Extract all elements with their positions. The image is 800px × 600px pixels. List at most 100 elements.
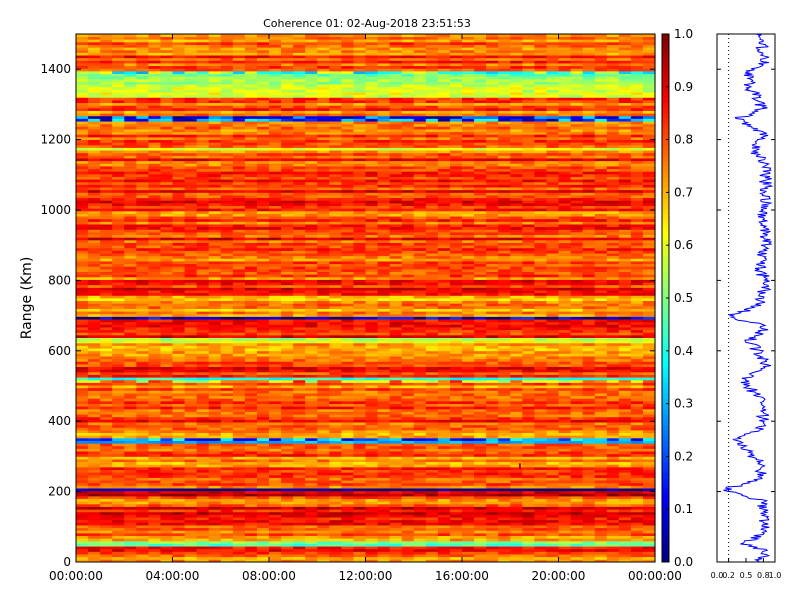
heatmap-cell — [401, 496, 415, 500]
heatmap-cell — [437, 474, 451, 478]
heatmap-cell — [196, 364, 210, 368]
heatmap-cell — [486, 440, 499, 444]
heatmap-cell — [160, 530, 174, 534]
heatmap-cell — [389, 535, 403, 539]
heatmap-cell — [160, 440, 174, 444]
heatmap-cell — [220, 287, 234, 291]
heatmap-cell — [172, 358, 186, 362]
heatmap-cell — [148, 382, 162, 386]
heatmap-cell — [642, 327, 656, 331]
heatmap-cell — [630, 358, 644, 362]
heatmap-cell — [546, 387, 560, 391]
heatmap-cell — [401, 287, 415, 291]
heatmap-cell — [341, 319, 355, 323]
heatmap-cell — [124, 324, 137, 328]
heatmap-cell — [570, 382, 584, 386]
heatmap-cell — [558, 308, 572, 312]
heatmap-cell — [293, 316, 306, 320]
heatmap-cell — [281, 488, 294, 492]
heatmap-cell — [329, 472, 342, 476]
heatmap-cell — [582, 408, 596, 412]
heatmap-cell — [558, 427, 572, 431]
heatmap-cell — [232, 358, 246, 362]
heatmap-cell — [293, 385, 306, 389]
heatmap-cell — [606, 327, 620, 331]
heatmap-cell — [353, 538, 367, 542]
heatmap-cell — [642, 427, 656, 431]
heatmap-cell — [425, 329, 439, 333]
heatmap-cell — [293, 509, 306, 513]
heatmap-cell — [281, 327, 294, 331]
heatmap-cell — [389, 395, 403, 399]
heatmap-cell — [606, 461, 620, 465]
heatmap-cell — [232, 387, 246, 391]
heatmap-cell — [582, 327, 596, 331]
heatmap-cell — [329, 364, 342, 368]
heatmap-cell — [594, 535, 608, 539]
heatmap-cell — [582, 430, 596, 434]
heatmap-cell — [305, 332, 318, 336]
heatmap-cell — [642, 358, 656, 362]
heatmap-cell — [293, 342, 306, 346]
heatmap-cell — [184, 424, 198, 428]
heatmap-cell — [124, 305, 137, 309]
heatmap-cell — [498, 509, 511, 513]
heatmap-cell — [606, 432, 620, 436]
heatmap-cell — [558, 511, 572, 515]
heatmap-cell — [196, 530, 210, 534]
heatmap-cell — [462, 440, 475, 444]
heatmap-cell — [474, 290, 487, 294]
heatmap-cell — [196, 559, 210, 563]
heatmap-cell — [522, 334, 535, 338]
heatmap-cell — [606, 530, 620, 534]
heatmap-cell — [76, 348, 89, 352]
heatmap-cell — [256, 324, 270, 328]
heatmap-cell — [172, 403, 186, 407]
heatmap-cell — [353, 395, 367, 399]
heatmap-cell — [124, 337, 137, 341]
heatmap-cell — [486, 432, 499, 436]
heatmap-cell — [244, 437, 258, 441]
heatmap-cell — [534, 340, 548, 344]
heatmap-cell — [269, 440, 282, 444]
heatmap-cell — [76, 371, 89, 375]
heatmap-cell — [498, 543, 511, 547]
heatmap-cell — [244, 496, 258, 500]
heatmap-cell — [317, 311, 330, 315]
heatmap-cell — [413, 469, 427, 473]
heatmap-cell — [220, 546, 234, 550]
heatmap-cell — [76, 316, 89, 320]
heatmap-cell — [522, 340, 535, 344]
heatmap-cell — [112, 364, 125, 368]
heatmap-cell — [341, 379, 355, 383]
heatmap-cell — [281, 390, 294, 394]
heatmap-cell — [462, 295, 475, 299]
heatmap-cell — [594, 485, 608, 489]
heatmap-cell — [498, 305, 511, 309]
heatmap-cell — [437, 295, 451, 299]
heatmap-cell — [389, 295, 403, 299]
heatmap-cell — [136, 480, 149, 484]
heatmap-cell — [184, 440, 198, 444]
heatmap-cell — [136, 356, 149, 360]
heatmap-cell — [630, 443, 644, 447]
heatmap-cell — [269, 509, 282, 513]
heatmap-cell — [449, 459, 463, 463]
heatmap-cell — [220, 408, 234, 412]
heatmap-cell — [196, 393, 210, 397]
heatmap-cell — [112, 292, 125, 296]
heatmap-cell — [76, 430, 89, 434]
heatmap-cell — [353, 482, 367, 486]
heatmap-cell — [522, 496, 535, 500]
heatmap-cell — [558, 345, 572, 349]
heatmap-cell — [437, 440, 451, 444]
heatmap-cell — [148, 496, 162, 500]
heatmap-cell — [100, 379, 113, 383]
heatmap-cell — [618, 506, 632, 510]
heatmap-cell — [474, 356, 487, 360]
heatmap-cell — [498, 459, 511, 463]
heatmap-cell — [269, 451, 282, 455]
heatmap-cell — [148, 435, 162, 439]
heatmap-cell — [365, 311, 379, 315]
heatmap-cell — [401, 448, 415, 452]
